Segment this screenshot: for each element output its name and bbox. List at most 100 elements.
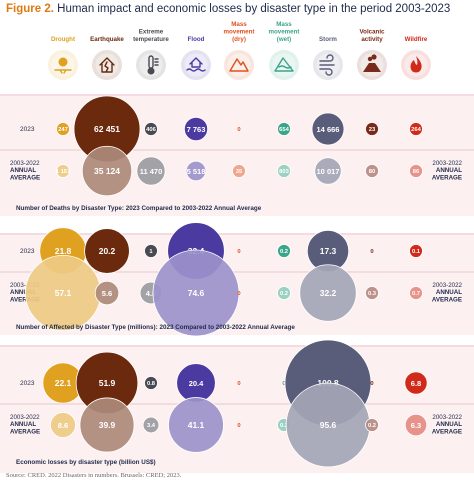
data-label: 1: [149, 249, 153, 255]
data-label: 62 451: [94, 124, 120, 134]
category-label: Volcanic: [360, 29, 386, 36]
bubble-average: [409, 164, 423, 178]
bubble-current: [365, 122, 379, 136]
data-label: 0: [237, 381, 240, 387]
data-label: 41.1: [188, 420, 205, 430]
icon-badge-inner: [95, 53, 119, 77]
figure-label: Figure 2.: [6, 3, 54, 15]
bubble-average: [79, 397, 135, 453]
smoke-puff: [371, 54, 377, 60]
flame: [410, 56, 422, 73]
bubble-current: [183, 116, 209, 142]
data-label: 8.6: [58, 421, 68, 430]
icon-badge-inner: [227, 53, 251, 77]
bubble-average: [94, 280, 120, 306]
cracked-house: [99, 57, 115, 73]
data-label: 20.4: [189, 379, 204, 388]
row-label-average: 2003-2022: [10, 282, 40, 289]
thermo-ticks: [154, 58, 159, 66]
category-label: temperature: [133, 36, 169, 43]
thermometer-icon: [136, 50, 166, 80]
flood-icon: [181, 50, 211, 80]
mass-movement-dry-icon: [224, 50, 254, 80]
bubble-average: [142, 416, 160, 434]
bubble-current: [56, 122, 70, 136]
bubble-average: [277, 286, 291, 300]
wind-lines: [319, 54, 335, 76]
drought-icon: [48, 50, 78, 80]
chart-panel-3: 20232003-2022ANNUALAVERAGE2003-2022ANNUA…: [0, 339, 474, 473]
data-label: 0: [237, 249, 240, 255]
bubble-average: [404, 413, 428, 437]
category-label: Extreme: [139, 29, 164, 36]
category-label: movement: [269, 29, 300, 36]
thermo-bulb: [147, 67, 155, 75]
data-label: 6.3: [411, 421, 421, 430]
chart-panel-1: 20232003-2022ANNUALAVERAGE2003-2022ANNUA…: [0, 94, 474, 216]
data-label: 406: [146, 127, 156, 133]
data-label: 20.2: [99, 246, 116, 256]
data-label: 11 470: [140, 167, 163, 176]
icon-badge: [181, 50, 211, 80]
data-label: 0: [282, 381, 285, 387]
bubble-current: [409, 244, 423, 258]
data-label: 6.8: [411, 379, 421, 388]
icon-badge-inner: [184, 53, 208, 77]
icon-badge: [92, 50, 122, 80]
data-label: 803: [279, 169, 289, 175]
bubble-current: [144, 122, 158, 136]
data-label: 3.4: [147, 423, 156, 429]
bubble-average: [365, 164, 379, 178]
volcano-cone: [363, 63, 381, 72]
category-label: Earthquake: [90, 36, 124, 43]
row-label-average: 2003-2022: [432, 282, 462, 289]
data-label: 0.2: [368, 423, 376, 429]
row-label-average: 2003-2022: [10, 160, 40, 167]
data-label: 0.7: [412, 291, 420, 297]
category-label: Mass: [231, 21, 247, 28]
bubble-average: [56, 164, 70, 178]
bubble-average: [136, 156, 166, 186]
data-label: 7 763: [187, 125, 206, 134]
data-label: 80: [369, 169, 375, 175]
category-label: Wildfire: [405, 36, 428, 43]
figure-title-text: Human impact and economic losses by disa…: [57, 3, 451, 15]
bubble-current: [404, 371, 428, 395]
chart-title: Number of Affected by Disaster Type (mil…: [16, 324, 295, 331]
data-label: 51.9: [99, 378, 116, 388]
bubble-average: [232, 164, 246, 178]
bubble-average: [365, 418, 379, 432]
data-label: 0: [237, 127, 240, 133]
bubble-average: [185, 160, 207, 182]
source-note: Source: CRED. 2022 Disasters in numbers.…: [6, 472, 182, 479]
data-label: 1 157: [56, 169, 71, 175]
data-label: 0: [370, 381, 373, 387]
data-label: 0.1: [412, 249, 421, 255]
data-label: 14 666: [317, 125, 340, 134]
row-label-average: AVERAGE: [10, 174, 40, 181]
data-label: 5 518: [187, 167, 206, 176]
icon-badge-inner: [272, 53, 296, 77]
data-label: 0: [237, 423, 240, 429]
data-label: 95.6: [320, 420, 337, 430]
data-label: 0.3: [368, 291, 377, 297]
row-label-average: ANNUAL: [436, 289, 462, 296]
panel-background: [0, 94, 474, 216]
mountain: [229, 58, 249, 72]
bubble-average: [365, 286, 379, 300]
row-label-average: ANNUAL: [436, 167, 462, 174]
category-label: Storm: [319, 36, 337, 43]
bubble-average: [81, 145, 133, 197]
bubble-current: [144, 244, 158, 258]
wave: [186, 68, 206, 72]
bubble-current: [277, 244, 291, 258]
category-label: (dry): [232, 36, 246, 43]
wildfire-icon: [401, 50, 431, 80]
data-label: 21.8: [55, 246, 72, 256]
row-label-average: ANNUAL: [10, 289, 36, 296]
panel-background: [0, 345, 474, 473]
data-label: 35: [236, 169, 243, 175]
data-label: 4.8: [146, 289, 156, 298]
